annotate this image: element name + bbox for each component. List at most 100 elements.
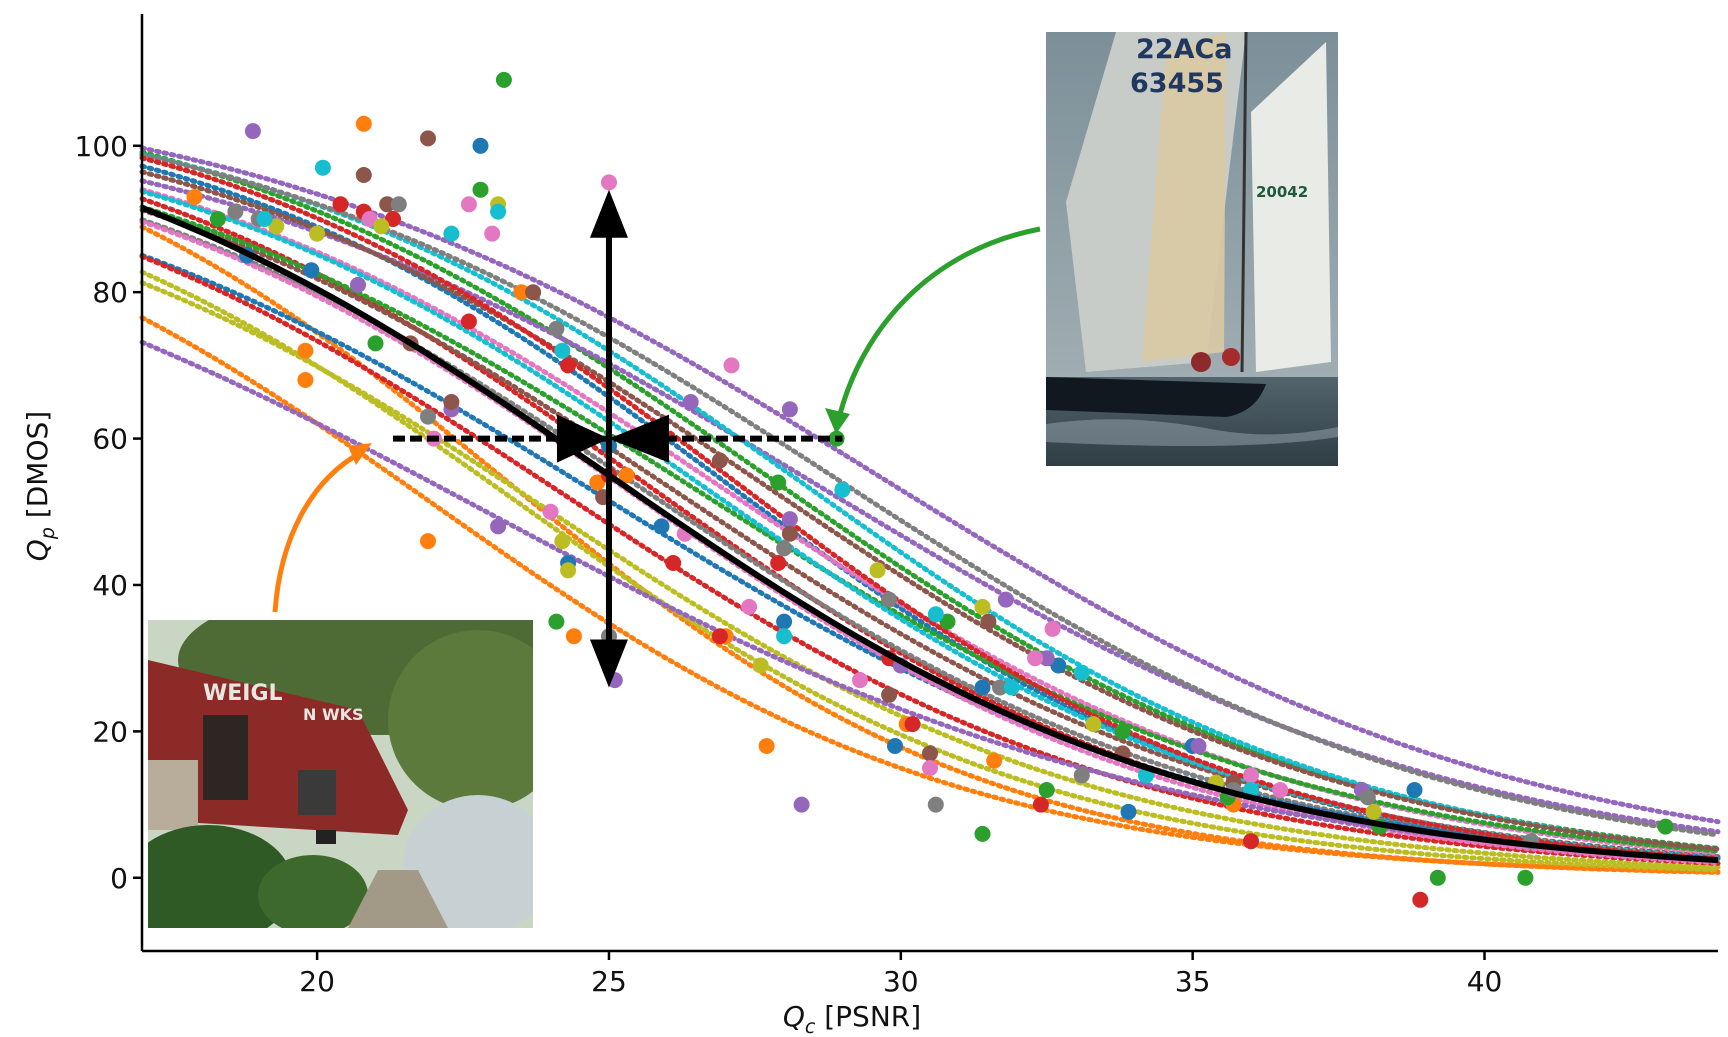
hull (1046, 377, 1266, 417)
data-point (565, 628, 582, 645)
data-point (472, 137, 489, 154)
sign-text-2: N WKS (303, 705, 364, 724)
data-point (904, 716, 921, 733)
fit-curve (139, 204, 1721, 854)
x-tick-label: 20 (299, 965, 335, 998)
data-point (525, 284, 542, 301)
data-point (1027, 650, 1044, 667)
data-point (460, 313, 477, 330)
data-point (1038, 782, 1055, 798)
data-point (297, 372, 314, 388)
data-point (1073, 664, 1090, 681)
data-point (560, 562, 577, 579)
orange-callout-arrow (272, 449, 364, 613)
data-point (361, 211, 378, 227)
sailboat-photo-inset: 22ACa 63455 20042 (1046, 32, 1338, 466)
data-point (776, 628, 793, 645)
data-point (869, 562, 886, 579)
data-point (770, 474, 787, 491)
data-point (186, 189, 203, 205)
fit-curve (139, 145, 1721, 825)
data-point (513, 284, 530, 301)
data-point (922, 745, 938, 762)
callout-arrows (272, 226, 1041, 613)
data-point (781, 525, 798, 542)
data-point (986, 752, 1003, 769)
data-point (554, 342, 571, 359)
x-axis-label-sub: c (805, 1016, 816, 1037)
x-axis-label-unit: [PSNR] (815, 1000, 921, 1033)
data-point (495, 71, 512, 88)
data-point (1003, 679, 1020, 696)
y-tick-label: 80 (92, 276, 128, 309)
data-point (367, 335, 384, 352)
data-point (443, 394, 460, 410)
crosshair-bowtie-left (556, 414, 609, 463)
data-point (927, 606, 944, 623)
green-arrow-head (825, 408, 850, 434)
data-point (1243, 833, 1259, 850)
data-point (1359, 789, 1376, 806)
data-point (390, 196, 407, 213)
data-point (980, 613, 997, 630)
data-point (490, 518, 507, 535)
ticks: 20 25 30 35 40 0 20 40 60 80 100 (75, 130, 1503, 998)
data-point (542, 503, 559, 520)
fit-curve (139, 253, 1721, 866)
data-point (1190, 738, 1207, 754)
data-point (711, 628, 728, 645)
data-point (1073, 767, 1090, 784)
x-tick-label: 35 (1175, 965, 1211, 998)
data-point (974, 825, 991, 842)
green-callout-arrow (835, 226, 1041, 423)
fit-curve (139, 152, 1721, 838)
data-point (1120, 803, 1137, 820)
data-point (653, 518, 670, 535)
crosshair-arrow-down (589, 639, 628, 688)
sail-number-3: 20042 (1256, 183, 1308, 201)
fit-curves (139, 145, 1721, 875)
data-point (974, 679, 991, 696)
data-point (601, 174, 617, 191)
x-tick-label: 25 (591, 965, 627, 998)
x-axis-label: Qc [PSNR] (783, 1000, 921, 1037)
flowering-bush (403, 795, 533, 928)
data-point (355, 167, 372, 183)
data-point (1050, 657, 1067, 674)
data-point (1429, 869, 1446, 886)
street-photo-inset: WEIGL N WKS (148, 620, 533, 928)
fit-curve (139, 280, 1721, 870)
data-point (881, 591, 898, 608)
data-point (997, 591, 1014, 608)
data-point (665, 555, 682, 571)
fit-curve (139, 315, 1721, 875)
data-point (793, 796, 810, 813)
data-point (1365, 803, 1382, 820)
data-point (379, 196, 396, 213)
data-point (974, 598, 991, 615)
data-point (268, 218, 285, 235)
data-point (1044, 620, 1061, 637)
crosshair-bowtie-right (608, 414, 669, 463)
y-tick-label: 20 (92, 715, 128, 748)
data-point (852, 672, 868, 689)
data-point (484, 225, 501, 242)
background-sail (1251, 42, 1331, 372)
data-point (554, 533, 571, 550)
data-point (758, 738, 775, 754)
data-point (1657, 818, 1674, 835)
data-point (618, 467, 635, 484)
data-point (332, 196, 349, 213)
wake (1046, 419, 1338, 446)
data-point (1272, 782, 1289, 798)
sail-number-2: 63455 (1130, 68, 1224, 99)
data-point (303, 262, 320, 279)
data-point (776, 613, 793, 630)
data-point (460, 196, 477, 213)
data-point (922, 760, 938, 776)
data-point (420, 130, 436, 147)
data-point (355, 115, 372, 132)
data-point (385, 211, 401, 227)
data-point (781, 401, 798, 418)
x-tick-label: 30 (883, 965, 919, 998)
